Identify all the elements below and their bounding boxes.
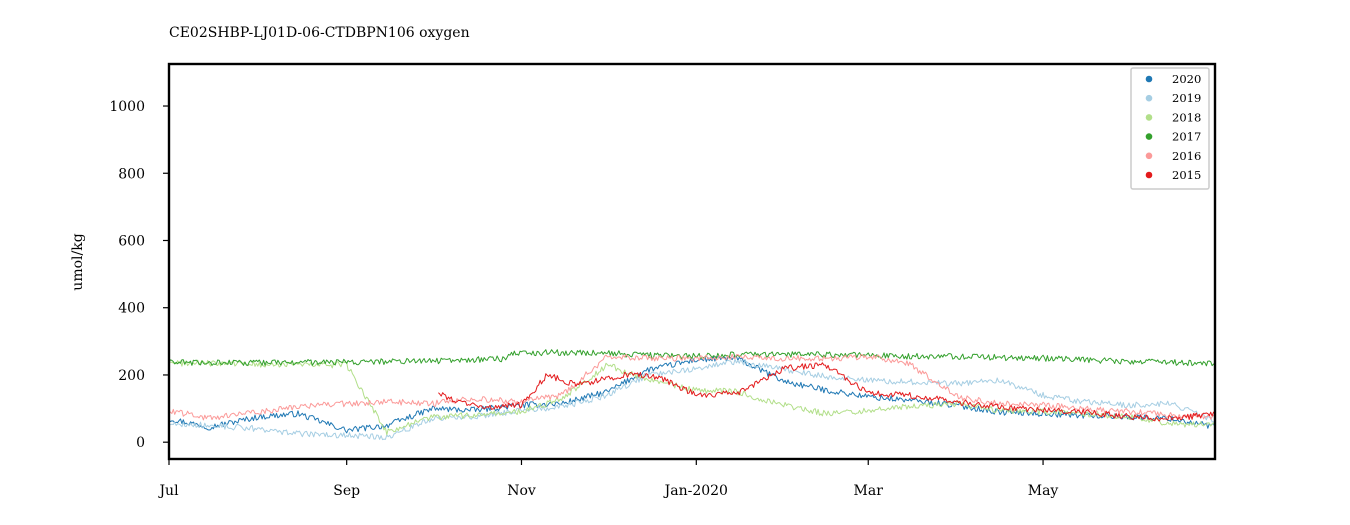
series-line-2018 [168,359,1216,436]
y-tick-label: 800 [118,166,145,182]
legend-label-2017: 2017 [1172,130,1201,144]
plot-frame [167,62,1217,461]
y-tick-label: 600 [118,233,145,249]
series-line-2020 [168,355,1216,434]
series-line-2015 [438,362,1216,422]
x-tick-label: Jul [157,483,179,499]
legend-label-2016: 2016 [1172,149,1201,163]
series-layer [168,349,1216,441]
y-tick-label: 200 [118,368,145,384]
legend-marker-2020 [1145,75,1153,83]
series-line-2019 [168,358,1216,441]
legend-label-2019: 2019 [1172,91,1201,105]
y-axis: 0 200 400 600 800 1000 [109,99,169,451]
y-tick-label: 0 [136,435,145,451]
legend-marker-2017 [1145,133,1153,140]
x-tick-label: Sep [333,483,360,499]
series-line-2016 [168,353,1216,421]
x-tick-label: May [1028,483,1059,499]
legend-marker-2016 [1145,152,1153,160]
legend-label-2020: 2020 [1172,72,1201,86]
legend-marker-2019 [1145,94,1153,102]
chart-title: CE02SHBP-LJ01D-06-CTDBPN106 oxygen [169,25,470,41]
legend: 2020 2019 2018 2017 2016 2015 [1130,67,1210,190]
y-tick-label: 400 [118,301,145,317]
legend-marker-2015 [1145,171,1153,179]
series-line-2017 [168,349,1216,367]
legend-label-2018: 2018 [1172,110,1201,124]
y-tick-label: 1000 [109,99,145,115]
x-axis: Jul Sep Nov Jan-2020 Mar May [157,459,1058,499]
y-axis-label: umol/kg [70,233,86,290]
legend-label-2015: 2015 [1172,168,1201,182]
x-tick-label: Nov [507,483,536,499]
x-tick-label: Mar [854,483,884,499]
legend-marker-2018 [1145,114,1153,121]
x-tick-label: Jan-2020 [663,483,728,499]
